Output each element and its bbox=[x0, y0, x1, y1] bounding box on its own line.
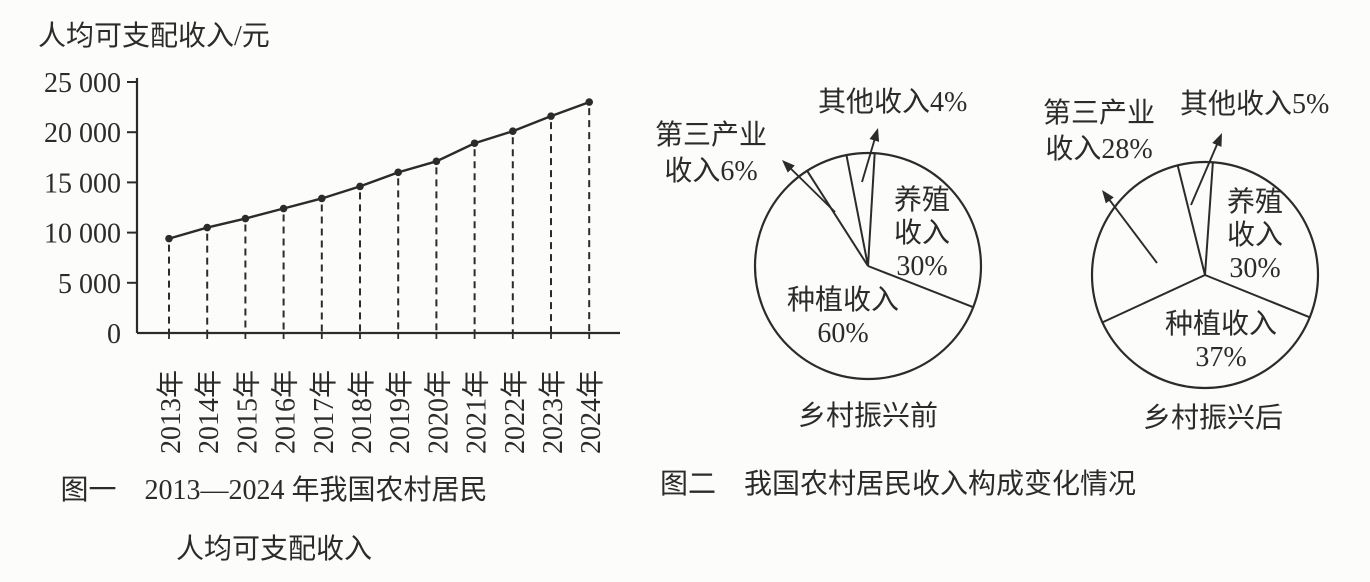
data-point bbox=[318, 194, 326, 203]
slice-boundary bbox=[1176, 165, 1206, 276]
pie-after-tertiary-line2: 收入28% bbox=[1045, 134, 1153, 165]
x-year-label: 2016年 bbox=[270, 370, 302, 454]
y-tick-label: 20 000 bbox=[44, 118, 121, 149]
y-tick-label: 10 000 bbox=[44, 219, 121, 250]
x-year-label: 2022年 bbox=[499, 370, 531, 454]
annotation-arrow-line bbox=[1107, 197, 1158, 264]
slice-boundary bbox=[1102, 274, 1206, 324]
slice-boundary bbox=[1204, 274, 1311, 319]
pie-before-breeding-line2: 收入 bbox=[893, 218, 950, 249]
pie-after-breeding-line2: 收入 bbox=[1226, 220, 1283, 251]
slice-boundary bbox=[1204, 162, 1214, 276]
pie-after-tertiary-label: 第三产业 收入28% bbox=[1030, 96, 1168, 168]
pie-outline bbox=[753, 151, 983, 381]
annotation-arrow-head bbox=[782, 160, 795, 173]
pie-after-breeding-line1: 养殖 bbox=[1226, 187, 1283, 218]
annotation-arrow-line bbox=[1190, 141, 1219, 206]
pie-outline bbox=[1090, 160, 1320, 390]
x-year-label: 2017年 bbox=[308, 370, 340, 454]
x-year-label: 2013年 bbox=[155, 370, 187, 454]
annotation-arrow-head bbox=[1102, 190, 1114, 204]
slice-boundary bbox=[867, 265, 974, 309]
pie-before-breeding-label: 养殖 收入 30% bbox=[880, 184, 964, 283]
slice-boundary bbox=[806, 170, 869, 267]
pie-after-caption: 乡村振兴后 bbox=[1142, 403, 1283, 434]
y-axis-title: 人均可支配收入/元 bbox=[38, 21, 270, 52]
data-point bbox=[279, 204, 288, 213]
data-point bbox=[509, 127, 517, 135]
data-point bbox=[547, 112, 555, 120]
pie-after-planting-label: 种植收入 37% bbox=[1145, 308, 1297, 374]
line-chart-svg: 0 5 000 10 000 15 000 20 000 25 000 2013年 2014年… bbox=[44, 68, 620, 454]
pie-after-tertiary-line1: 第三产业 bbox=[1042, 98, 1155, 129]
pie-after-breeding-label: 养殖 收入 30% bbox=[1213, 186, 1297, 285]
x-year-label: 2021年 bbox=[461, 370, 493, 454]
figure1-caption-line1: 图一 2013—2024 年我国农村居民 bbox=[60, 475, 488, 506]
pie-before-other-label: 其他收入4% bbox=[818, 87, 968, 118]
figure2-caption: 图二 我国农村居民收入构成变化情况 bbox=[660, 469, 1137, 500]
data-point bbox=[165, 234, 173, 243]
pie-before-tertiary-line1: 第三产业 bbox=[654, 120, 767, 151]
pie-after-breeding-line3: 30% bbox=[1229, 253, 1281, 284]
income-line-series bbox=[168, 100, 590, 240]
x-year-label: 2014年 bbox=[193, 370, 225, 454]
data-point bbox=[432, 157, 441, 166]
data-point bbox=[585, 98, 593, 106]
pie-before-tertiary-label: 第三产业 收入6% bbox=[645, 118, 777, 190]
y-tick-label: 25 000 bbox=[44, 68, 121, 99]
x-year-label: 2015年 bbox=[231, 370, 263, 454]
data-point bbox=[203, 223, 211, 232]
x-year-label: 2020年 bbox=[422, 370, 454, 454]
pie-after-other-label: 其他收入5% bbox=[1180, 89, 1330, 120]
x-year-label: 2024年 bbox=[575, 370, 607, 454]
x-year-label: 2023年 bbox=[537, 370, 569, 454]
slice-boundary bbox=[867, 153, 876, 267]
annotation-arrow-line bbox=[788, 166, 836, 213]
slice-boundary bbox=[845, 154, 869, 267]
pie-before-breeding-line3: 30% bbox=[896, 251, 948, 282]
annotation-arrow-head bbox=[1212, 133, 1222, 147]
x-year-label: 2018年 bbox=[346, 370, 378, 454]
pie-before-breeding-line1: 养殖 bbox=[893, 185, 950, 216]
y-tick-label: 5 000 bbox=[58, 269, 121, 300]
data-point bbox=[394, 168, 403, 177]
data-point bbox=[356, 182, 364, 191]
pie-after-svg bbox=[1090, 133, 1320, 390]
pie-before-planting-line2: 60% bbox=[817, 318, 869, 349]
annotation-arrow-line bbox=[861, 137, 877, 183]
pie-after-planting-line1: 种植收入 bbox=[1164, 309, 1277, 340]
y-tick-label: 15 000 bbox=[44, 168, 121, 199]
x-year-label: 2019年 bbox=[384, 370, 416, 454]
figure1-caption-line2: 人均可支配收入 bbox=[175, 534, 372, 565]
pie-before-svg bbox=[753, 128, 983, 381]
data-point bbox=[470, 139, 479, 148]
y-tick-label: 0 bbox=[107, 319, 121, 350]
annotation-arrow-head bbox=[869, 128, 880, 142]
pie-before-tertiary-line2: 收入6% bbox=[664, 156, 758, 187]
pie-after-planting-line2: 37% bbox=[1195, 342, 1247, 373]
data-point bbox=[241, 214, 250, 223]
pie-before-planting-label: 种植收入 60% bbox=[772, 284, 914, 350]
pie-before-planting-line1: 种植收入 bbox=[786, 285, 899, 316]
pie-before-caption: 乡村振兴前 bbox=[797, 401, 938, 432]
